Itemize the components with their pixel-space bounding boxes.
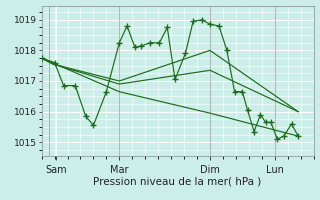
- X-axis label: Pression niveau de la mer( hPa ): Pression niveau de la mer( hPa ): [93, 176, 262, 186]
